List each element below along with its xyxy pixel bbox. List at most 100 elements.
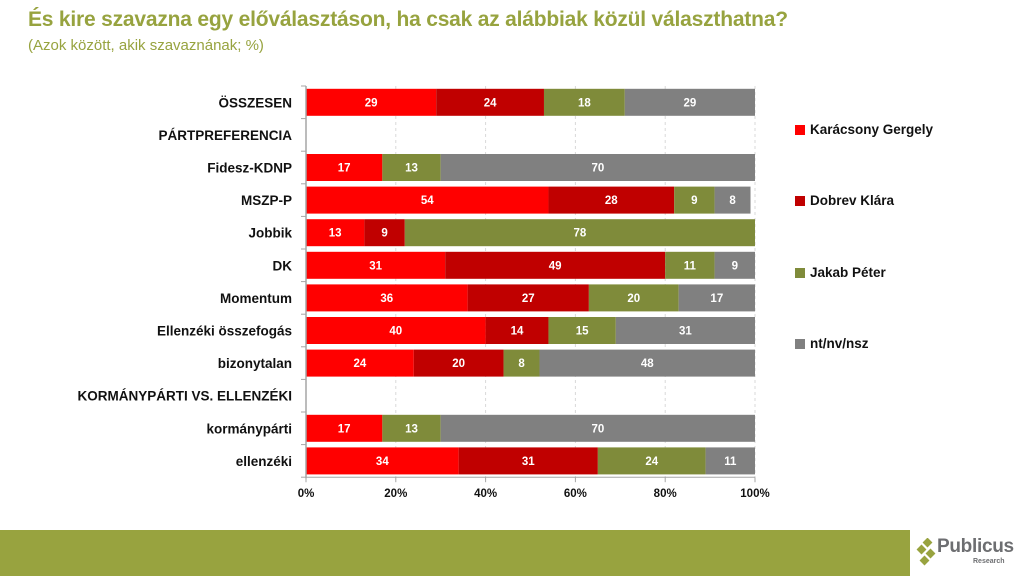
data-label: 13 (329, 228, 342, 240)
category-label: Fidesz-KDNP (207, 161, 292, 176)
logo-text: Publicus (937, 536, 1014, 557)
legend-item-dobrev: Dobrev Klára (795, 193, 894, 208)
bar-segment (306, 414, 383, 442)
bar-segment (674, 186, 715, 214)
bar-segment (413, 349, 504, 377)
bar-segment (588, 284, 679, 312)
data-label: 40 (389, 326, 402, 338)
bar-segment (458, 447, 598, 475)
data-label: 11 (724, 456, 737, 468)
category-label: kormánypárti (206, 421, 292, 436)
data-label: 49 (549, 260, 562, 272)
x-tick-label: 0% (298, 488, 315, 500)
bar-segment (467, 284, 589, 312)
bar-segment (306, 447, 459, 475)
legend-swatch (795, 338, 805, 349)
data-label: 8 (518, 358, 525, 370)
bar-segment (624, 88, 755, 116)
bar-segment (485, 317, 549, 344)
bar-segment (440, 414, 755, 442)
legend-item-karacsony: Karácsony Gergely (795, 122, 933, 137)
bar-segment (404, 219, 755, 247)
bar-segment (306, 154, 383, 181)
data-label: 31 (679, 326, 692, 338)
data-label: 70 (591, 423, 604, 435)
footer-bar (0, 530, 910, 576)
bar-segment (714, 251, 755, 279)
bar-segment (503, 349, 540, 377)
bar-segment (445, 251, 666, 279)
data-label: 48 (641, 358, 654, 370)
bar-segment (306, 317, 486, 344)
data-label: 13 (405, 423, 418, 435)
legend-label: nt/nv/nsz (810, 336, 869, 351)
bar-segment (382, 414, 441, 442)
data-label: 24 (353, 358, 366, 370)
data-label: 31 (522, 456, 535, 468)
bar-segment (615, 317, 755, 344)
data-label: 34 (376, 456, 389, 468)
data-label: 28 (605, 195, 618, 207)
bar-segment (548, 186, 675, 214)
chart-title: És kire szavazna egy előválasztáson, ha … (28, 8, 788, 31)
bar-segment (705, 447, 755, 475)
x-tick-label: 40% (474, 488, 497, 500)
bar-segment (597, 447, 706, 475)
data-label: 78 (573, 228, 586, 240)
bar-segment (306, 284, 468, 312)
data-label: 13 (405, 163, 418, 175)
category-label: PÁRTPREFERENCIA (158, 128, 292, 143)
bar-segment (714, 186, 751, 214)
category-label: ÖSSZESEN (218, 95, 292, 110)
legend-item-nt-nv-nsz: nt/nv/nsz (795, 336, 869, 351)
legend-item-jakab: Jakab Péter (795, 265, 886, 280)
x-tick-label: 60% (564, 488, 587, 500)
data-label: 70 (591, 163, 604, 175)
data-label: 29 (365, 97, 378, 109)
category-label: ellenzéki (236, 454, 292, 469)
data-label: 9 (691, 195, 697, 207)
legend-swatch (795, 124, 805, 135)
gridlines (395, 86, 756, 478)
data-label: 14 (511, 326, 524, 338)
chart-subtitle: (Azok között, akik szavaznának; %) (28, 37, 264, 54)
publicus-logo: Publicus Research (915, 536, 1024, 572)
category-label: MSZP-P (241, 193, 292, 208)
bar-segment (382, 154, 441, 181)
bar-segment (678, 284, 755, 312)
bar-segment (539, 349, 755, 377)
bar-segment (543, 88, 625, 116)
category-label: bizonytalan (218, 356, 292, 371)
data-label: 31 (369, 260, 382, 272)
legend-swatch (795, 267, 805, 278)
data-label: 54 (421, 195, 434, 207)
data-label: 11 (684, 260, 697, 272)
data-label: 8 (729, 195, 736, 207)
bar-segment (364, 219, 405, 247)
category-label: Ellenzéki összefogás (157, 324, 292, 339)
bar-segment (306, 349, 414, 377)
legend-label: Karácsony Gergely (810, 122, 934, 137)
data-label: 9 (381, 228, 387, 240)
stacked-bar-chart: 0% 20% 40% 60% 80% 100% ÖSSZESEN 29 24 18 29 PÁRTPR… (77, 85, 770, 500)
data-label: 18 (578, 97, 591, 109)
data-label: 20 (452, 358, 465, 370)
bar-segment (548, 317, 616, 344)
labels: 0% 20% 40% 60% 80% 100% ÖSSZESEN 29 24 18 29 PÁRTPR… (77, 95, 769, 500)
data-label: 17 (710, 293, 723, 305)
logo-diamonds-icon (916, 538, 936, 566)
data-label: 9 (732, 260, 738, 272)
data-label: 24 (645, 456, 658, 468)
data-label: 29 (683, 97, 696, 109)
legend-swatch (795, 195, 805, 206)
category-label: Momentum (220, 291, 292, 306)
data-label: 20 (627, 293, 640, 305)
data-label: 24 (484, 97, 497, 109)
data-label: 17 (338, 423, 351, 435)
category-label: KORMÁNYPÁRTI VS. ELLENZÉKI (77, 389, 292, 404)
legend-label: Jakab Péter (810, 265, 886, 280)
logo-subtext: Research (973, 558, 1005, 565)
bar-segment (306, 251, 446, 279)
bar-segment (436, 88, 544, 116)
category-label: DK (273, 258, 293, 273)
